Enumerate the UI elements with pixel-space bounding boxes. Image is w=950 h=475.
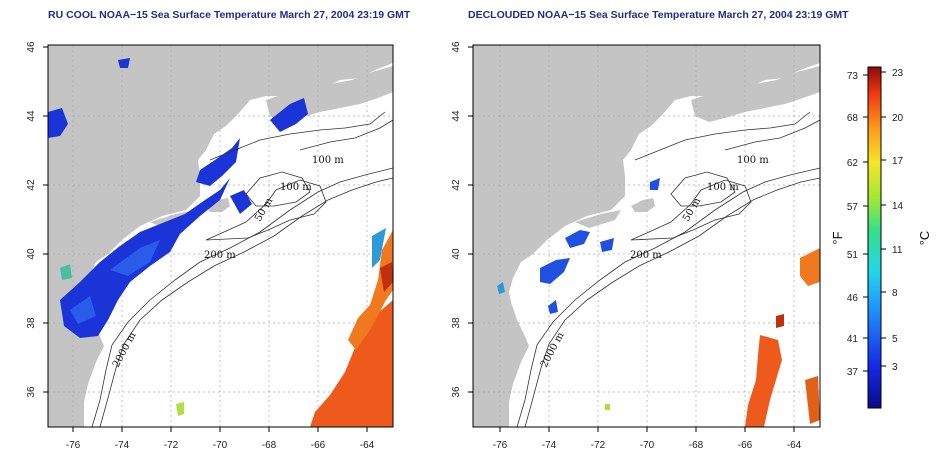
- colorbar-f-tick: 62: [847, 158, 859, 169]
- right-land: [473, 45, 820, 427]
- left-lat-tick: 38: [26, 317, 37, 329]
- colorbar-fahrenheit-unit: °F: [830, 231, 845, 244]
- right-lon-tick: -72: [591, 440, 606, 451]
- left-lat-labels: 46 44 42 40 38 36: [26, 41, 37, 398]
- colorbar-celsius-unit: °C: [917, 231, 932, 246]
- right-lon-labels: -76 -74 -72 -70 -68 -66 -64: [493, 440, 802, 451]
- right-ticks: [468, 46, 795, 432]
- left-cape-cod: [206, 198, 230, 212]
- left-lon-tick: -64: [360, 440, 375, 451]
- left-label-100m-a: 100 m: [312, 155, 344, 166]
- colorbar-c-tick: 3: [892, 362, 898, 373]
- left-lat-tick: 44: [26, 110, 37, 122]
- left-lon-tick: -72: [164, 440, 179, 451]
- left-lat-tick: 40: [26, 248, 37, 260]
- colorbar-c-tick: 20: [892, 113, 904, 124]
- left-lon-tick: -66: [311, 440, 326, 451]
- left-land: [48, 45, 393, 427]
- right-lon-tick: -74: [542, 440, 557, 451]
- right-long-island: [575, 210, 621, 228]
- right-grid: [473, 45, 820, 427]
- left-ticks: [43, 46, 368, 432]
- right-lat-tick: 42: [451, 179, 462, 191]
- right-lat-labels: 46 44 42 40 38 36: [451, 41, 462, 398]
- right-lon-tick: -68: [689, 440, 704, 451]
- right-isobaths: [516, 111, 820, 427]
- right-sst-warm: [497, 248, 820, 427]
- colorbar-c-labels: 23 20 17 14 11 8 5 3: [892, 68, 904, 373]
- colorbar-f-labels: 73 68 62 57 51 46 41 37: [847, 71, 859, 378]
- right-map-title: DECLOUDED NOAA−15 Sea Surface Temperatur…: [468, 9, 849, 21]
- right-map-panel: 100 m 100 m 200 m 50 m 2000 m -76 -74 -7…: [451, 41, 821, 451]
- colorbar-gradient: [867, 66, 882, 409]
- right-lat-tick: 36: [451, 386, 462, 398]
- right-lat-tick: 46: [451, 41, 462, 53]
- right-label-200m: 200 m: [630, 250, 662, 261]
- right-lat-tick: 44: [451, 110, 462, 122]
- right-sst-cold: [540, 178, 660, 314]
- left-label-200m: 200 m: [204, 250, 236, 261]
- left-lat-tick: 36: [26, 386, 37, 398]
- colorbar: 73 68 62 57 51 46 41 37 23 20 17 14 11 8…: [830, 66, 932, 409]
- colorbar-c-tick: 5: [892, 334, 898, 345]
- right-cape-cod: [631, 198, 655, 212]
- left-sst-mid: [70, 240, 160, 324]
- left-lon-labels: -76 -74 -72 -70 -68 -66 -64: [66, 440, 375, 451]
- left-lon-tick: -68: [262, 440, 277, 451]
- left-lon-tick: -74: [115, 440, 130, 451]
- colorbar-f-tick: 37: [847, 367, 859, 378]
- colorbar-c-tick: 17: [892, 156, 904, 167]
- right-lat-tick: 38: [451, 317, 462, 329]
- right-lon-tick: -64: [787, 440, 802, 451]
- colorbar-f-tick: 68: [847, 113, 859, 124]
- left-map-title: RU COOL NOAA−15 Sea Surface Temperature …: [48, 9, 411, 21]
- left-lat-tick: 42: [26, 179, 37, 191]
- right-lon-tick: -66: [738, 440, 753, 451]
- right-lat-tick: 40: [451, 248, 462, 260]
- right-lon-tick: -70: [640, 440, 655, 451]
- colorbar-ticks: [863, 71, 886, 372]
- colorbar-f-tick: 46: [847, 293, 859, 304]
- colorbar-f-tick: 73: [847, 71, 859, 82]
- right-lon-tick: -76: [493, 440, 508, 451]
- colorbar-f-tick: 41: [847, 334, 859, 345]
- colorbar-c-tick: 23: [892, 68, 904, 79]
- left-isobaths: [91, 111, 393, 427]
- left-lat-tick: 46: [26, 41, 37, 53]
- colorbar-c-tick: 8: [892, 288, 898, 299]
- left-sst-warm: [60, 228, 393, 427]
- right-label-100m-b: 100 m: [707, 182, 739, 193]
- left-lon-tick: -70: [213, 440, 228, 451]
- left-map-panel: 100 m 100 m 200 m 50 m 2000 m -76 -74 -7…: [26, 41, 394, 451]
- colorbar-c-tick: 14: [892, 201, 904, 212]
- right-label-100m-a: 100 m: [737, 155, 769, 166]
- colorbar-c-tick: 11: [892, 245, 903, 256]
- left-lon-tick: -76: [66, 440, 81, 451]
- right-nova-scotia: [691, 66, 820, 122]
- colorbar-f-tick: 51: [847, 250, 859, 261]
- left-label-100m-b: 100 m: [280, 182, 312, 193]
- colorbar-f-tick: 57: [847, 202, 859, 213]
